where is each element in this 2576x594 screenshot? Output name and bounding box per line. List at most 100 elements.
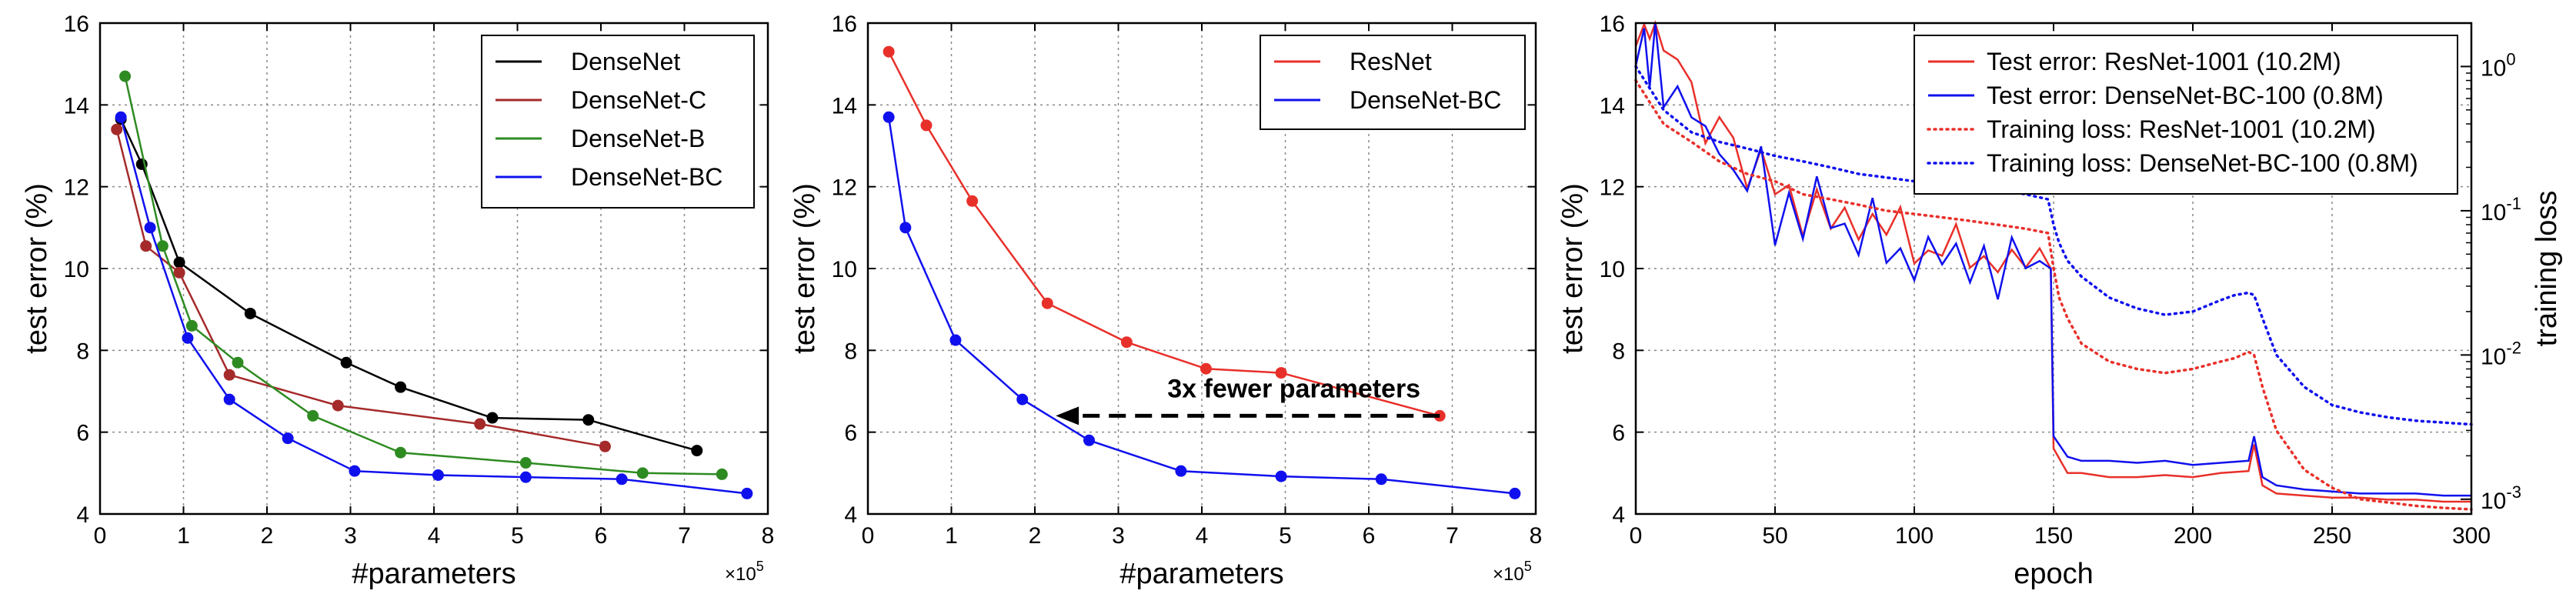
x-tick-label: 7 <box>1446 523 1459 549</box>
y-tick-label: 4 <box>76 502 89 528</box>
data-point <box>349 465 361 477</box>
data-point <box>111 123 123 135</box>
x-axis-label: #parameters <box>352 558 516 590</box>
y2-tick-base: 10 <box>2481 55 2506 81</box>
y-tick-label: 12 <box>64 175 89 201</box>
y2-axis-label: training loss <box>2531 191 2563 347</box>
data-point <box>1509 487 1521 499</box>
x-tick-label: 6 <box>595 523 608 549</box>
legend-label-2: DenseNet-BC <box>1350 86 1501 114</box>
data-point <box>144 222 156 234</box>
data-point <box>156 240 169 252</box>
data-point <box>432 469 444 481</box>
x-tick-label: 0 <box>1630 523 1643 549</box>
data-point <box>486 412 499 424</box>
legend-label-4: DenseNet-BC <box>571 163 722 191</box>
data-point <box>232 356 244 369</box>
x-tick-label: 1 <box>177 523 190 549</box>
data-point <box>1275 470 1287 482</box>
data-point <box>599 440 611 452</box>
legend: Test error: ResNet-1001 (10.2M) Test erro… <box>1914 35 2458 195</box>
y-tick-label: 4 <box>844 502 857 528</box>
x-tick-label: 1 <box>945 523 958 549</box>
y-tick-label: 14 <box>832 93 857 118</box>
data-point <box>920 119 933 132</box>
x-tick-label: 3 <box>1112 523 1125 549</box>
x-multiplier: ×105 <box>1493 559 1532 585</box>
data-point <box>474 418 486 430</box>
y-tick-label: 6 <box>76 421 89 446</box>
x-tick-label: 150 <box>2034 523 2073 549</box>
legend-box <box>1914 35 2458 195</box>
y2-tick-exponent: -2 <box>2506 338 2521 357</box>
data-point <box>1041 297 1053 309</box>
x-multiplier-base: ×10 <box>725 564 756 585</box>
legend-label-3: DenseNet-B <box>571 125 705 152</box>
data-point <box>223 369 235 381</box>
y2-tick-exponent: -1 <box>2506 194 2521 213</box>
x-tick-label: 250 <box>2313 523 2351 549</box>
x-tick-label: 5 <box>1279 523 1292 549</box>
data-point <box>899 222 912 234</box>
y2-tick-label: 10-1 <box>2481 194 2521 225</box>
x-tick-label: 7 <box>678 523 691 549</box>
data-point <box>519 471 532 483</box>
x-tick-label: 8 <box>1530 523 1543 549</box>
y-tick-label: 4 <box>1612 502 1625 528</box>
plot-frame <box>866 22 1537 516</box>
chart-panel-3: 0 50 100 150 200 250 3004681012141610010-110-2… <box>1557 12 2563 590</box>
y-tick-label: 8 <box>76 339 89 364</box>
plot-frame <box>98 22 769 516</box>
x-tick-label: 2 <box>1029 523 1042 549</box>
y2-tick-base: 10 <box>2481 344 2506 369</box>
data-point <box>1200 362 1212 375</box>
x-tick-label: 3 <box>344 523 357 549</box>
y-tick-label: 14 <box>1600 93 1625 118</box>
legend-label-2: Test error: DenseNet-BC-100 (0.8M) <box>1987 82 2384 109</box>
y2-tick-label: 10-3 <box>2481 482 2521 514</box>
legend-box <box>1260 35 1526 130</box>
data-point <box>173 256 185 269</box>
y-tick-label: 6 <box>1612 421 1625 446</box>
data-point <box>182 332 194 344</box>
data-point <box>173 266 185 279</box>
y-axis-label: test error (%) <box>21 183 53 354</box>
legend-label-3: Training loss: ResNet-1001 (10.2M) <box>1987 115 2376 143</box>
y-tick-label: 16 <box>1600 12 1625 37</box>
data-point <box>716 468 728 480</box>
x-multiplier-exponent: 5 <box>1524 559 1532 574</box>
y2-tick-base: 10 <box>2481 489 2506 514</box>
x-multiplier-base: ×10 <box>1493 564 1524 585</box>
y2-tick-base: 10 <box>2481 200 2506 225</box>
data-point <box>883 111 895 123</box>
data-point <box>616 473 628 486</box>
data-point <box>1275 367 1287 379</box>
legend: DenseNet DenseNet-C DenseNet-B DenseNet-BC <box>481 35 755 209</box>
series-line-2 <box>1634 22 2471 497</box>
data-point <box>223 393 235 405</box>
y-axis-label: test error (%) <box>1557 183 1589 354</box>
data-point <box>1083 434 1096 446</box>
y-tick-label: 6 <box>844 421 857 446</box>
data-point <box>307 409 319 422</box>
x-multiplier-exponent: 5 <box>756 559 764 574</box>
x-tick-label: 50 <box>1762 523 1787 549</box>
x-axis-label: #parameters <box>1119 558 1283 590</box>
data-point <box>340 356 352 369</box>
legend-box <box>481 35 755 209</box>
data-point <box>244 307 256 319</box>
x-axis-label: epoch <box>2014 558 2094 590</box>
data-point <box>582 414 595 426</box>
series-line-1 <box>1634 20 2471 503</box>
y-tick-label: 12 <box>1600 175 1625 201</box>
y2-tick-label: 10-2 <box>2481 338 2521 369</box>
y-tick-label: 16 <box>832 12 857 37</box>
legend-label-1: Test error: ResNet-1001 (10.2M) <box>1987 48 2341 75</box>
data-point <box>1120 336 1133 349</box>
legend-label-2: DenseNet-C <box>571 86 706 114</box>
y2-tick-exponent: -3 <box>2506 482 2521 502</box>
legend-label-1: ResNet <box>1350 48 1432 75</box>
y-tick-label: 12 <box>832 175 857 201</box>
